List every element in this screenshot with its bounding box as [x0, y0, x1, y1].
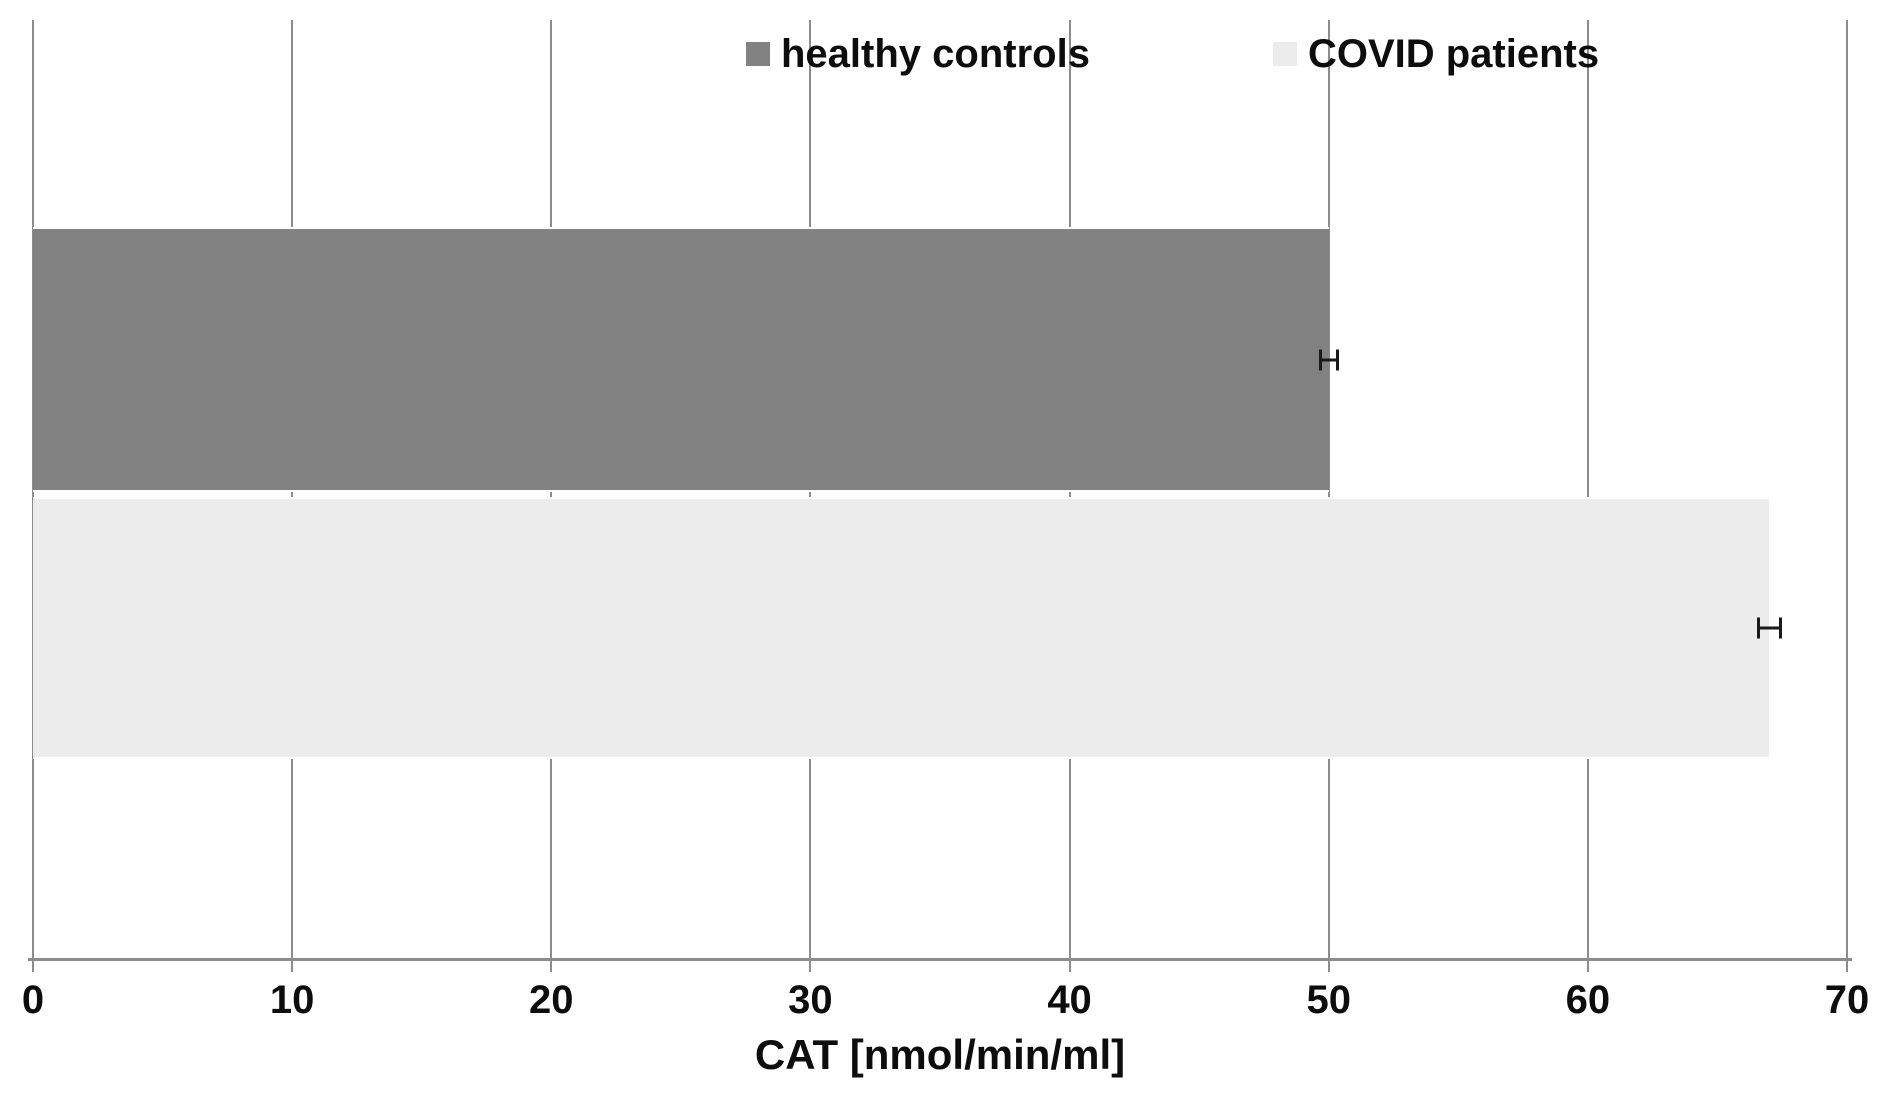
x-tick-40 — [1068, 960, 1071, 972]
x-axis-line — [28, 958, 1852, 961]
legend-swatch-covid-patients-icon — [1272, 42, 1297, 66]
x-axis-title: CAT [nmol/min/ml] — [754, 1031, 1126, 1078]
legend-item-covid-patients: COVID patients — [1272, 32, 1600, 76]
bar-covid-patients — [33, 497, 1770, 759]
x-tick-70 — [1846, 960, 1848, 972]
error-bar-healthy-controls — [1318, 349, 1339, 370]
error-bar-covid-patients — [1756, 617, 1783, 639]
x-tick-60 — [1586, 960, 1589, 972]
x-tick-label-60: 60 — [1565, 978, 1611, 1022]
x-axis-tick-labels: 0 10 20 30 40 50 60 70 — [22, 978, 1869, 1028]
x-tick-label-40: 40 — [1047, 978, 1092, 1022]
plot-area: 0 10 20 30 40 50 60 70 CAT [nmol/min/ml] — [22, 20, 1869, 1076]
x-tick-label-50: 50 — [1306, 978, 1351, 1022]
legend-swatch-healthy-controls-icon — [746, 42, 770, 66]
legend: healthy controls COVID patients — [746, 34, 1599, 74]
legend-item-healthy-controls: healthy controls — [746, 34, 1090, 74]
x-tick-20 — [550, 960, 553, 972]
legend-label-covid-patients: COVID patients — [1307, 32, 1600, 76]
bar-row-covid-patients — [33, 497, 1847, 759]
gridline-70 — [1846, 20, 1848, 960]
x-tick-50 — [1327, 960, 1330, 972]
x-tick-label-70: 70 — [1824, 978, 1870, 1022]
x-tick-label-10: 10 — [269, 978, 315, 1022]
x-tick-label-0: 0 — [21, 978, 45, 1022]
x-axis-ticks — [32, 960, 1848, 972]
x-tick-label-20: 20 — [529, 978, 574, 1022]
x-tick-0 — [32, 960, 34, 972]
gridline-50 — [1327, 20, 1330, 960]
bar-row-healthy-controls — [33, 227, 1847, 492]
legend-label-healthy-controls: healthy controls — [781, 32, 1090, 76]
x-tick-label-30: 30 — [788, 978, 833, 1022]
bar-healthy-controls — [33, 227, 1329, 492]
gridline-60 — [1586, 20, 1589, 960]
x-tick-10 — [291, 960, 294, 972]
x-tick-30 — [809, 960, 812, 972]
